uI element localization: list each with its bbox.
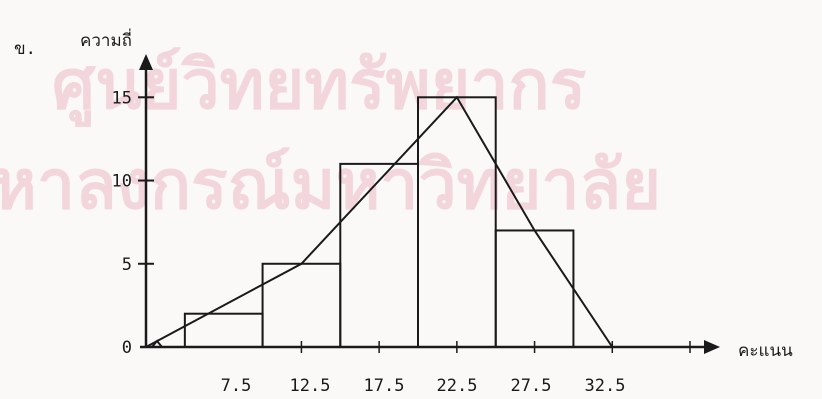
- watermark: ศูนย์วิทยทรัพยากร หาลงกรณ์มหาวิทยาลัย: [0, 46, 661, 225]
- y-tick-label-0: 0: [122, 338, 132, 358]
- x-tick-label-7.5: 7.5: [221, 376, 252, 396]
- x-tick-label-12.5: 12.5: [290, 376, 331, 396]
- x-tick-label-32.5: 32.5: [585, 376, 626, 396]
- watermark-line-1: ศูนย์วิทยทรัพยากร: [52, 46, 587, 128]
- x-axis-label: คะแนน: [738, 341, 793, 361]
- bar-27.5: [494, 229, 575, 348]
- y-tick-label-5: 5: [122, 255, 132, 275]
- x-tick-label-17.5: 17.5: [364, 376, 405, 396]
- panel-label: ข.: [14, 39, 36, 59]
- y-axis-arrow: [139, 54, 153, 70]
- y-ticks: 0 5 10 15: [112, 88, 154, 358]
- y-tick-label-15: 15: [112, 88, 132, 108]
- x-axis-arrow: [704, 340, 720, 354]
- x-ticks: 7.5 12.5 17.5 22.5 27.5 32.5: [221, 341, 691, 396]
- y-tick-label-10: 10: [112, 172, 132, 192]
- axes: [139, 54, 720, 354]
- axis-break-zigzag: [151, 339, 163, 348]
- x-tick-label-27.5: 27.5: [511, 376, 552, 396]
- y-axis-label: ความถี่: [80, 28, 132, 51]
- x-tick-label-22.5: 22.5: [437, 376, 478, 396]
- watermark-line-2: หาลงกรณ์มหาวิทยาลัย: [0, 146, 661, 225]
- polygon-line: [145, 95, 614, 348]
- bar-12.5: [261, 262, 342, 348]
- frequency-polygon: [145, 95, 614, 348]
- bar-7.5: [183, 312, 264, 348]
